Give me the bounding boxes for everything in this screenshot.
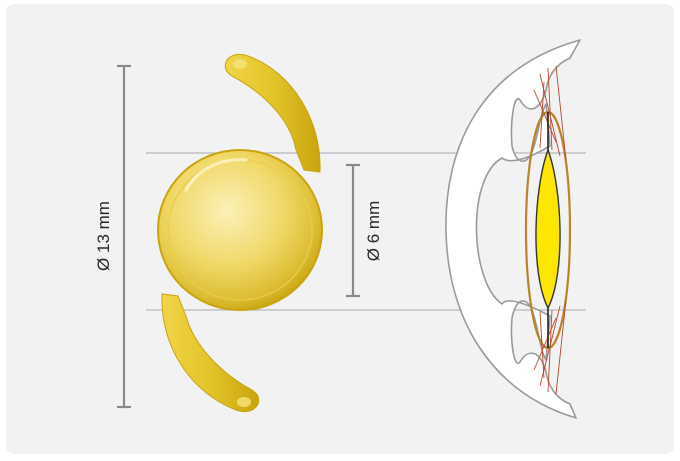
lens-optic bbox=[157, 149, 323, 311]
upper-haptic bbox=[224, 54, 321, 173]
overall-diameter-dimension bbox=[117, 64, 131, 409]
optic-diameter-label: Ø 6 mm bbox=[364, 201, 383, 261]
diagram-panel bbox=[6, 4, 674, 454]
lower-haptic bbox=[161, 293, 260, 412]
zonule-fibers bbox=[533, 65, 567, 395]
eye-cross-section bbox=[445, 39, 581, 419]
optic-diameter-dimension bbox=[346, 163, 360, 298]
overall-diameter-label: Ø 13 mm bbox=[94, 201, 113, 271]
implanted-lens bbox=[535, 147, 561, 310]
intraocular-lens bbox=[157, 54, 323, 412]
